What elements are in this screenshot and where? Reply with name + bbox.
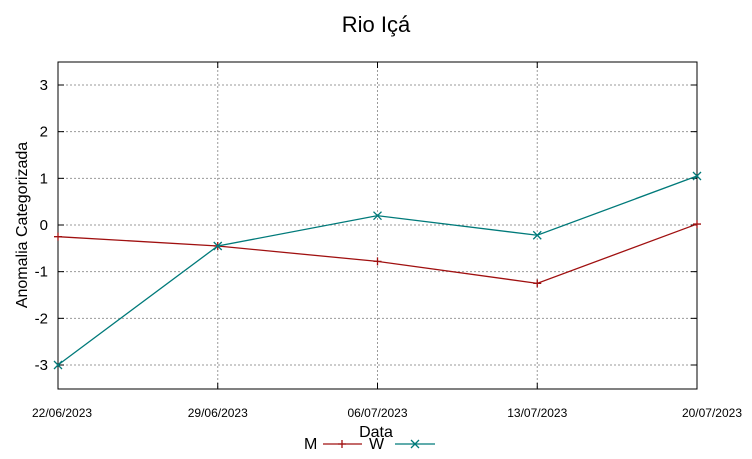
- data-point-w: [692, 171, 702, 181]
- x-tick-label: 13/07/2023: [507, 406, 567, 420]
- y-tick-label: 1: [40, 170, 48, 187]
- y-tick-label: 0: [40, 217, 48, 234]
- legend-label-w: W: [369, 436, 385, 453]
- x-tick-label: 20/07/2023: [682, 406, 742, 420]
- y-tick-label: -3: [35, 357, 48, 374]
- series-layer: [53, 171, 702, 370]
- y-tick-label: 3: [40, 77, 48, 94]
- data-point-m: [54, 232, 62, 241]
- legend-swatch-w: [395, 439, 435, 449]
- y-tick-label: -1: [35, 264, 48, 281]
- data-point-w: [373, 211, 382, 221]
- y-axis: 3 2 1 0 -1 -2 -3: [35, 77, 697, 374]
- legend-marker-m: [338, 440, 346, 448]
- x-tick-label: 29/06/2023: [188, 406, 248, 420]
- legend-swatch-m: [323, 440, 362, 448]
- chart-title: Rio Içá: [342, 12, 411, 37]
- x-axis-label: Data: [359, 424, 393, 441]
- grid-lines: [58, 62, 697, 389]
- data-point-m: [693, 220, 701, 229]
- legend-label-m: M: [304, 436, 317, 453]
- data-point-w: [532, 230, 542, 240]
- legend-marker-w: [410, 439, 420, 449]
- legend: M W: [304, 436, 435, 453]
- x-tick-label: 22/06/2023: [32, 406, 92, 420]
- data-point-w: [213, 241, 223, 251]
- y-tick-label: -2: [35, 310, 48, 327]
- series-w: [53, 171, 702, 370]
- data-point-m: [373, 257, 382, 266]
- x-axis: 22/06/2023 29/06/2023 06/07/2023 13/07/2023…: [32, 62, 742, 420]
- data-point-w: [53, 360, 63, 370]
- y-axis-label: Anomalia Categorizada: [14, 142, 31, 308]
- data-point-m: [533, 279, 542, 288]
- y-tick-label: 2: [40, 124, 48, 141]
- x-tick-label: 06/07/2023: [347, 406, 407, 420]
